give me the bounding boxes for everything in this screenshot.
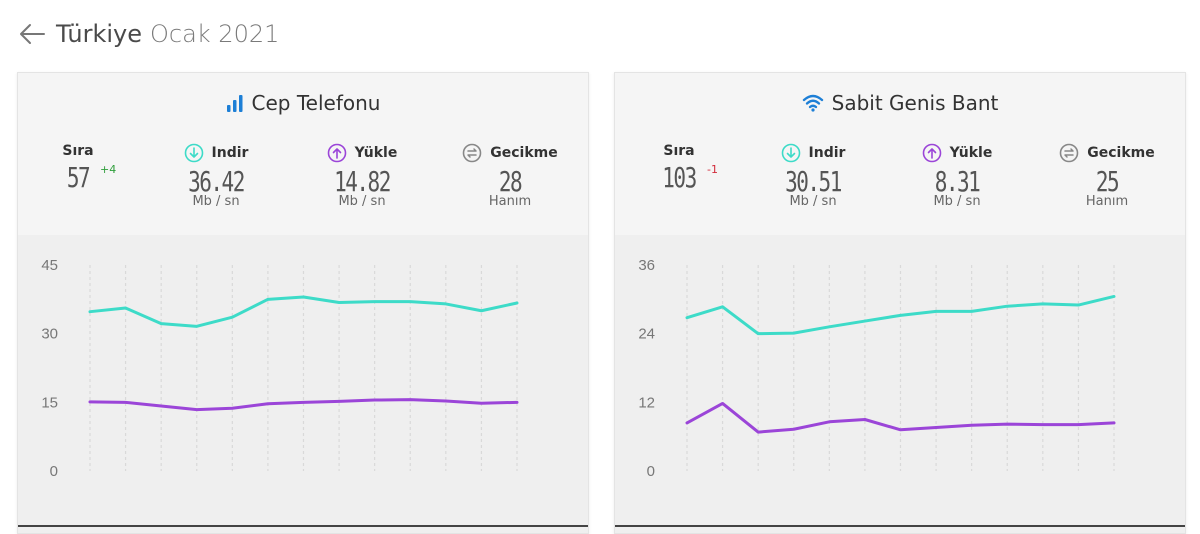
- rank-stat: Sıra 57 +4: [18, 143, 138, 194]
- download-label: Indir: [211, 145, 249, 161]
- download-arrow-icon: [184, 143, 203, 163]
- broadband-card: Sabit Genis Bant Sıra 103 -1 Indir 30.51…: [614, 72, 1186, 534]
- latency-stat: Gecikme 28 Hanım: [450, 143, 570, 209]
- card-title-text: Sabit Genis Bant: [831, 91, 999, 115]
- page-header: Türkiye Ocak 2021: [18, 14, 279, 54]
- y-tick-label: 30: [41, 326, 58, 343]
- latency-unit: Hanım: [488, 194, 532, 209]
- upload-arrow-icon: [327, 143, 346, 163]
- download-stat: Indir 36.42 Mb / sn: [156, 143, 276, 209]
- download-unit: Mb / sn: [192, 194, 240, 209]
- rank-stat: Sıra 103 -1: [619, 143, 739, 194]
- rank-label: Sıra: [62, 143, 94, 159]
- download-line: [88, 295, 519, 328]
- rank-delta: -1: [707, 163, 718, 176]
- upload-unit: Mb / sn: [933, 194, 981, 209]
- y-tick-label: 36: [638, 257, 655, 274]
- y-tick-label: 45: [41, 257, 58, 274]
- y-tick-label: 24: [638, 326, 655, 343]
- download-arrow-icon: [781, 143, 800, 163]
- y-tick-label: 0: [50, 463, 58, 480]
- download-unit: Mb / sn: [789, 194, 837, 209]
- upload-value: 8.31: [934, 165, 981, 198]
- card-title: Sabit Genis Bant: [615, 91, 1185, 115]
- signal-bars-icon: [226, 94, 244, 112]
- rank-label: Sıra: [663, 143, 695, 159]
- page-title-date: Ocak 2021: [149, 20, 280, 48]
- card-title-text: Cep Telefonu: [251, 91, 381, 115]
- line-chart: 0 12 24 36: [638, 257, 1116, 480]
- latency-label: Gecikme: [490, 145, 558, 161]
- chart-baseline: [615, 525, 1185, 527]
- latency-value: 28: [498, 165, 523, 198]
- wifi-icon: [802, 94, 824, 112]
- rank-value: 57: [66, 161, 91, 194]
- upload-arrow-icon: [922, 143, 941, 163]
- card-title: Cep Telefonu: [18, 91, 588, 115]
- y-tick-label: 12: [638, 394, 655, 411]
- latency-icon: [462, 143, 482, 163]
- download-stat: Indir 30.51 Mb / sn: [753, 143, 873, 209]
- latency-icon: [1059, 143, 1079, 163]
- card-summary: Sabit Genis Bant Sıra 103 -1 Indir 30.51…: [615, 73, 1185, 235]
- download-label: Indir: [808, 145, 846, 161]
- upload-stat: Yükle 8.31 Mb / sn: [897, 143, 1017, 209]
- upload-unit: Mb / sn: [338, 194, 386, 209]
- upload-stat: Yükle 14.82 Mb / sn: [302, 143, 422, 209]
- latency-value: 25: [1095, 165, 1120, 198]
- latency-label: Gecikme: [1087, 145, 1155, 161]
- rank-value: 103: [662, 161, 697, 194]
- mobile-card: Cep Telefonu Sıra 57 +4 Indir 36.42 Mb /…: [17, 72, 589, 534]
- upload-line: [88, 398, 519, 412]
- latency-stat: Gecikme 25 Hanım: [1047, 143, 1167, 209]
- upload-line: [685, 401, 1116, 434]
- speed-chart: 0 15 30 45: [18, 235, 588, 533]
- upload-value: 14.82: [334, 165, 391, 198]
- latency-unit: Hanım: [1085, 194, 1129, 209]
- download-line: [685, 294, 1116, 336]
- download-value: 36.42: [188, 165, 245, 198]
- upload-label: Yükle: [949, 145, 993, 161]
- y-tick-label: 15: [41, 394, 58, 411]
- upload-label: Yükle: [354, 145, 398, 161]
- y-tick-label: 0: [647, 463, 655, 480]
- download-value: 30.51: [785, 165, 842, 198]
- card-summary: Cep Telefonu Sıra 57 +4 Indir 36.42 Mb /…: [18, 73, 588, 235]
- chart-baseline: [18, 525, 588, 527]
- speed-chart: 0 12 24 36: [615, 235, 1185, 533]
- page-title-country: Türkiye: [56, 20, 142, 48]
- rank-delta: +4: [100, 163, 117, 176]
- back-arrow-icon[interactable]: [18, 20, 46, 48]
- line-chart: 0 15 30 45: [41, 257, 519, 480]
